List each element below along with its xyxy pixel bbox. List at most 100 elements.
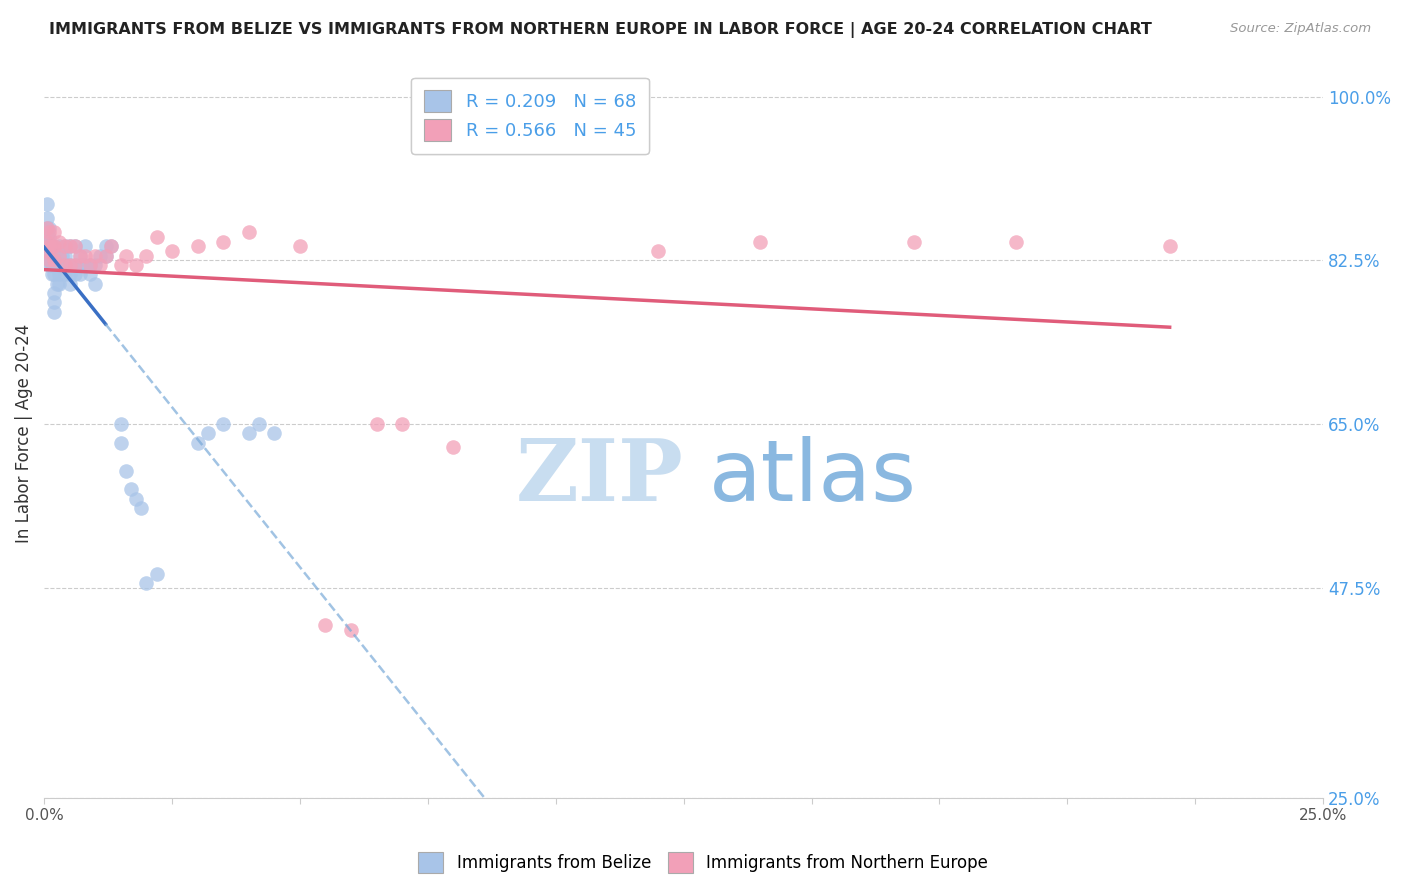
Point <box>53 249 76 263</box>
Point <box>238 225 260 239</box>
Point <box>391 417 413 431</box>
Point <box>48 249 70 263</box>
Point <box>35 211 58 226</box>
Point <box>212 235 235 249</box>
Point <box>135 249 157 263</box>
Point <box>69 258 91 272</box>
Point <box>69 249 91 263</box>
Point <box>366 417 388 431</box>
Point <box>238 426 260 441</box>
Point <box>135 576 157 591</box>
Point <box>44 304 66 318</box>
Text: IMMIGRANTS FROM BELIZE VS IMMIGRANTS FROM NORTHERN EUROPE IN LABOR FORCE | AGE 2: IMMIGRANTS FROM BELIZE VS IMMIGRANTS FRO… <box>49 22 1152 38</box>
Point <box>53 258 76 272</box>
Point <box>38 258 60 272</box>
Point <box>44 239 66 253</box>
Point <box>160 244 183 258</box>
Point <box>187 435 209 450</box>
Point <box>41 258 63 272</box>
Point <box>89 258 111 272</box>
Point <box>115 464 138 478</box>
Point <box>59 258 82 272</box>
Point <box>59 239 82 253</box>
Point <box>44 239 66 253</box>
Point <box>35 253 58 268</box>
Point <box>44 285 66 300</box>
Point <box>63 239 86 253</box>
Point <box>187 239 209 253</box>
Point <box>94 249 117 263</box>
Point <box>89 249 111 263</box>
Point <box>35 244 58 258</box>
Point <box>59 267 82 281</box>
Point <box>145 230 167 244</box>
Point <box>38 239 60 253</box>
Point <box>48 277 70 291</box>
Point <box>100 239 122 253</box>
Point <box>51 258 73 272</box>
Point <box>41 239 63 253</box>
Point <box>35 197 58 211</box>
Point <box>38 225 60 239</box>
Point <box>145 566 167 581</box>
Text: Source: ZipAtlas.com: Source: ZipAtlas.com <box>1230 22 1371 36</box>
Point <box>59 239 82 253</box>
Point <box>38 220 60 235</box>
Point <box>35 235 58 249</box>
Point <box>125 258 148 272</box>
Point <box>44 253 66 268</box>
Point <box>197 426 219 441</box>
Point <box>903 235 925 249</box>
Point <box>53 239 76 253</box>
Point <box>1005 235 1028 249</box>
Point <box>38 230 60 244</box>
Point <box>749 235 772 249</box>
Point <box>35 230 58 244</box>
Point <box>48 258 70 272</box>
Point <box>647 244 669 258</box>
Point <box>63 258 86 272</box>
Point <box>35 220 58 235</box>
Point <box>53 267 76 281</box>
Point <box>73 258 96 272</box>
Point <box>441 440 464 454</box>
Point <box>315 618 337 632</box>
Point <box>41 239 63 253</box>
Y-axis label: In Labor Force | Age 20-24: In Labor Force | Age 20-24 <box>15 324 32 543</box>
Point <box>35 239 58 253</box>
Point <box>94 239 117 253</box>
Point <box>44 267 66 281</box>
Point <box>48 239 70 253</box>
Point <box>110 435 132 450</box>
Point <box>59 277 82 291</box>
Point <box>44 225 66 239</box>
Point <box>79 258 101 272</box>
Point <box>94 249 117 263</box>
Text: ZIP: ZIP <box>516 435 683 519</box>
Point <box>131 501 153 516</box>
Point <box>84 258 107 272</box>
Point <box>51 249 73 263</box>
Point <box>84 277 107 291</box>
Point <box>69 249 91 263</box>
Point <box>63 239 86 253</box>
Point <box>41 249 63 263</box>
Point <box>247 417 270 431</box>
Text: atlas: atlas <box>709 435 917 518</box>
Point <box>115 249 138 263</box>
Point <box>125 491 148 506</box>
Point <box>48 235 70 249</box>
Point <box>69 267 91 281</box>
Point <box>53 258 76 272</box>
Point <box>110 417 132 431</box>
Point <box>45 277 67 291</box>
Point <box>120 483 142 497</box>
Point <box>48 267 70 281</box>
Point <box>38 253 60 268</box>
Point <box>35 220 58 235</box>
Point <box>79 267 101 281</box>
Point <box>84 249 107 263</box>
Point <box>212 417 235 431</box>
Point <box>38 249 60 263</box>
Point <box>263 426 285 441</box>
